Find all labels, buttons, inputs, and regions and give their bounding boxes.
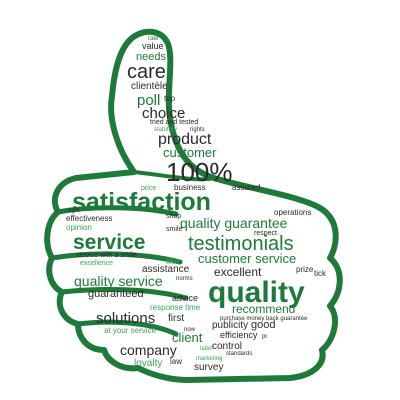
word: respect (254, 230, 277, 237)
word: at your service (104, 326, 157, 335)
word: product (158, 131, 212, 148)
word: guaranteed (88, 288, 144, 300)
word: pr (262, 334, 267, 340)
word: statutory (154, 127, 177, 133)
word: company (120, 342, 177, 358)
word: like (166, 256, 180, 266)
word: norms (176, 276, 193, 282)
word: quality guarantee (180, 215, 288, 231)
word: care (127, 61, 166, 83)
word: label (200, 346, 213, 352)
word: now (184, 327, 196, 333)
word: rights (190, 127, 205, 133)
word: top (164, 94, 176, 103)
word: client (172, 330, 203, 345)
finger-line-4 (75, 319, 179, 337)
word: value (142, 41, 164, 51)
word: service (73, 231, 145, 254)
word: assured (232, 183, 260, 192)
word: prize (296, 265, 314, 274)
word: tried and tested (150, 119, 198, 126)
word: good (251, 319, 275, 331)
word: excellence (80, 260, 113, 267)
word: 100% (166, 157, 233, 187)
word: excellent (214, 265, 262, 279)
finger-line-1 (55, 205, 179, 217)
word: shop (166, 213, 181, 220)
word: standards (226, 351, 252, 357)
word: advice (172, 293, 198, 303)
word: recommend (232, 302, 295, 316)
word: effectiveness (66, 214, 113, 223)
word: quality service (74, 273, 163, 289)
finger-line-3 (59, 287, 189, 301)
word: purchase money back guarantee (220, 316, 308, 322)
word: efficiency (220, 330, 258, 340)
word: quality (208, 276, 305, 309)
word: choice (142, 105, 185, 122)
word: operations (274, 208, 311, 217)
word: solutions (96, 310, 155, 327)
word: right (68, 208, 80, 214)
word: testimonials (188, 233, 294, 255)
word: opinion (66, 223, 92, 232)
word: customer service (198, 251, 296, 266)
thumb-crease (132, 170, 216, 182)
word: assistance (142, 264, 190, 275)
word: rate (148, 36, 159, 42)
word: first (168, 313, 184, 324)
word: response time (150, 303, 201, 312)
word: smile (166, 226, 182, 233)
finger-line-2 (49, 251, 183, 265)
word: survey (194, 362, 223, 373)
word: poll (137, 92, 160, 109)
thumb-outline (44, 28, 343, 383)
word: marketing (196, 356, 222, 362)
word: loyalty (134, 358, 162, 369)
word: satisfaction (72, 188, 211, 216)
word: law (170, 357, 182, 366)
word: publicity (212, 320, 248, 331)
word: business (174, 183, 206, 192)
word: service with a smile (76, 252, 137, 259)
word: tick (314, 269, 327, 278)
word: price (141, 185, 156, 192)
word: customer (163, 145, 217, 160)
word: needs (136, 51, 166, 63)
word: control (212, 341, 242, 352)
word: clientèle (131, 81, 168, 92)
